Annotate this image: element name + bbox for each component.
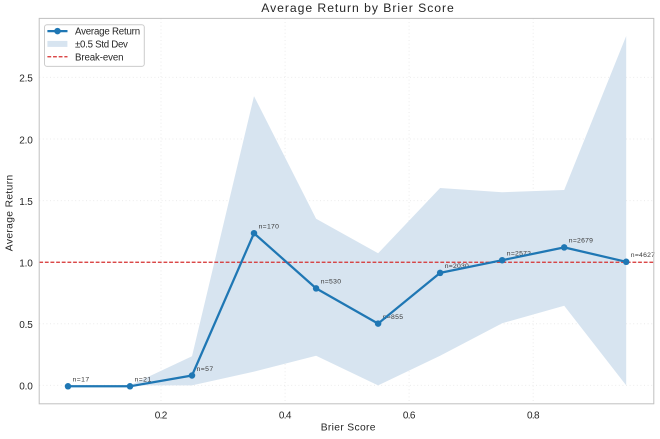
svg-text:1.0: 1.0 bbox=[19, 259, 33, 270]
svg-text:n=2572: n=2572 bbox=[507, 251, 531, 258]
svg-text:n=170: n=170 bbox=[259, 224, 280, 231]
svg-text:n=4627: n=4627 bbox=[631, 252, 655, 259]
svg-text:2.0: 2.0 bbox=[19, 135, 33, 146]
svg-text:0.6: 0.6 bbox=[403, 411, 416, 422]
svg-text:1.5: 1.5 bbox=[19, 197, 33, 208]
svg-text:n=2030: n=2030 bbox=[445, 263, 469, 270]
svg-text:n=855: n=855 bbox=[383, 314, 404, 321]
svg-text:Average Return by Brier Score: Average Return by Brier Score bbox=[261, 1, 454, 15]
svg-text:0.0: 0.0 bbox=[19, 382, 33, 393]
svg-text:±0.5 Std Dev: ±0.5 Std Dev bbox=[75, 40, 128, 51]
svg-text:0.2: 0.2 bbox=[155, 411, 168, 422]
svg-text:0.8: 0.8 bbox=[527, 411, 540, 422]
svg-text:Break-even: Break-even bbox=[75, 52, 124, 63]
svg-text:Brier Score: Brier Score bbox=[321, 423, 376, 434]
svg-text:n=21: n=21 bbox=[135, 377, 152, 384]
svg-text:2.5: 2.5 bbox=[19, 74, 33, 85]
svg-text:n=17: n=17 bbox=[73, 377, 90, 384]
svg-text:0.4: 0.4 bbox=[279, 411, 292, 422]
svg-text:n=2679: n=2679 bbox=[569, 238, 593, 245]
svg-text:0.5: 0.5 bbox=[19, 320, 33, 331]
svg-text:Average Return: Average Return bbox=[5, 175, 16, 252]
svg-text:n=530: n=530 bbox=[321, 279, 342, 286]
svg-text:n=57: n=57 bbox=[197, 366, 214, 373]
svg-text:Average Return: Average Return bbox=[75, 27, 140, 38]
